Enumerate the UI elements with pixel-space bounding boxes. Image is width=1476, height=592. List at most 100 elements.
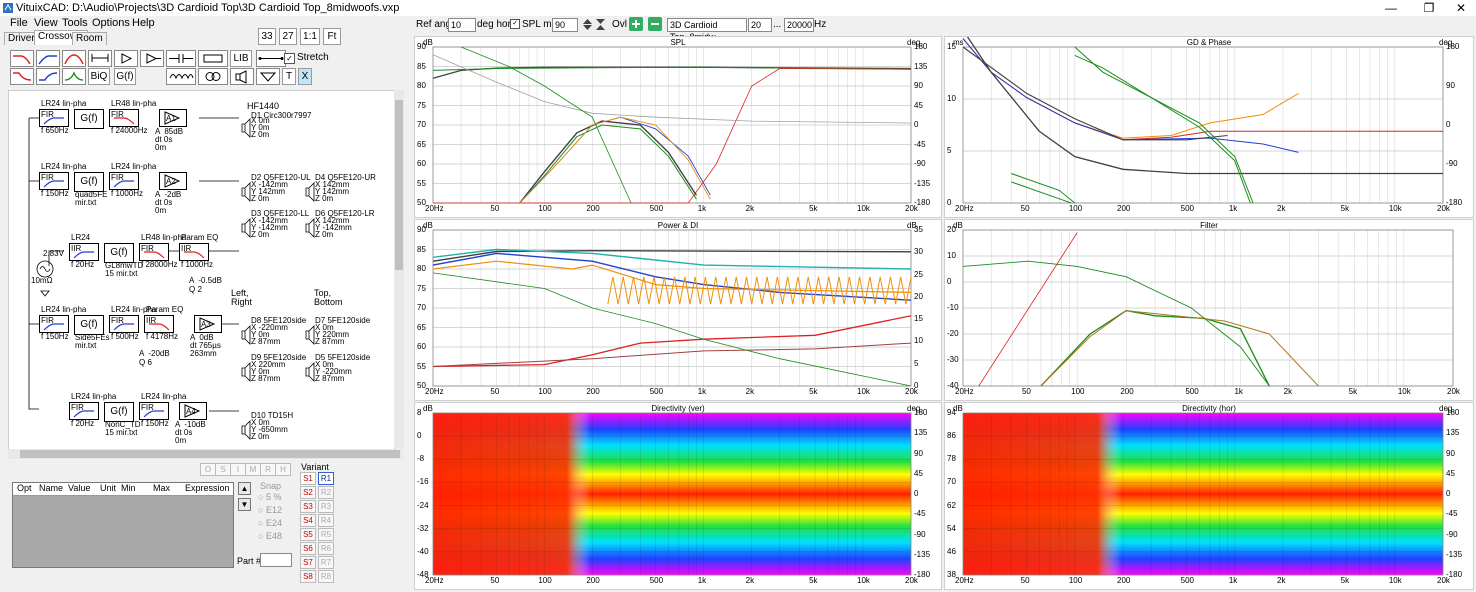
move-down-button[interactable]: ▼ bbox=[238, 498, 251, 511]
shelf-low-icon[interactable] bbox=[10, 68, 34, 85]
shelf-high-icon[interactable] bbox=[36, 68, 60, 85]
menu-view[interactable]: View bbox=[34, 17, 58, 29]
gf-button[interactable]: G(f) bbox=[114, 68, 136, 85]
mode-r-button[interactable]: R bbox=[260, 463, 276, 476]
spl-max-input[interactable]: 90 bbox=[552, 18, 578, 32]
inductor-icon[interactable] bbox=[166, 68, 196, 85]
ref-angle-input[interactable]: 10 bbox=[448, 18, 476, 32]
mode-h-button[interactable]: H bbox=[275, 463, 291, 476]
gf-block[interactable]: G(f) Side5FEs mir.txt bbox=[74, 315, 110, 350]
capacitor-icon[interactable] bbox=[166, 50, 196, 67]
filter-block[interactable]: LR24 lin-pha FIR f 500Hz bbox=[109, 305, 169, 341]
text-button[interactable]: T bbox=[282, 68, 296, 85]
menu-file[interactable]: File bbox=[10, 17, 28, 29]
x-button[interactable]: X bbox=[298, 68, 312, 85]
variant-r6-button[interactable]: R6 bbox=[318, 542, 334, 555]
zoom-27-button[interactable]: 27 bbox=[279, 28, 297, 45]
amp-block[interactable]: A1 A 85dB dt 0s 0m bbox=[155, 109, 187, 152]
variant-r7-button[interactable]: R7 bbox=[318, 556, 334, 569]
scenario-s1-button[interactable]: S1 bbox=[300, 472, 316, 485]
restore-button[interactable]: ❐ bbox=[1423, 1, 1435, 15]
schematic-horizontal-scrollbar[interactable] bbox=[8, 449, 403, 459]
biquad-button[interactable]: BiQ bbox=[88, 68, 110, 85]
amp-block[interactable]: A2 A -2dB dt 0s 0m bbox=[155, 172, 187, 215]
close-button[interactable]: ✕ bbox=[1455, 1, 1467, 15]
driver-block[interactable]: HF1440 D1 Circ300r7997 X 0m Y 0m Z 0m bbox=[241, 101, 311, 143]
zoom-1to1-button[interactable]: 1:1 bbox=[300, 28, 320, 45]
transformer-icon[interactable] bbox=[198, 68, 228, 85]
tab-room[interactable]: Room bbox=[72, 32, 107, 45]
snap-e12-radio[interactable]: ○ E12 bbox=[258, 505, 282, 515]
mode-s-button[interactable]: S bbox=[215, 463, 231, 476]
mode-o-button[interactable]: O bbox=[200, 463, 216, 476]
spl-max-checkbox[interactable]: ✓ bbox=[510, 19, 520, 29]
driver-block[interactable]: D2 Q5FE120-UL X -142mm Y 142mm Z 0m bbox=[241, 173, 311, 207]
menu-options[interactable]: Options bbox=[92, 17, 130, 29]
freq-high-input[interactable]: 20000 bbox=[784, 18, 814, 32]
filter-block[interactable]: LR24 lin-pha FIR f 150Hz bbox=[39, 305, 99, 341]
driver-block[interactable]: D6 Q5FE120-LR X 142mm Y -142mm Z 0m bbox=[305, 209, 375, 243]
mode-i-button[interactable]: I bbox=[230, 463, 246, 476]
hscroll-thumb[interactable] bbox=[20, 450, 400, 458]
gf-block[interactable]: G(f) GL8mwTD 15 mir.txt bbox=[104, 243, 143, 278]
highpass-icon[interactable] bbox=[36, 50, 60, 67]
driver-block[interactable]: D7 5FE120side X 0m Y 220mm Z 87mm bbox=[305, 316, 370, 350]
gd-chart[interactable]: GD & Phase ms deg 15 10 5 0 180 90 0 -90 -180 20Hz 50… bbox=[944, 36, 1474, 218]
add-overlay-icon[interactable] bbox=[629, 17, 643, 31]
filter-block[interactable]: LR24 lin-pha FIR f 150Hz bbox=[139, 392, 199, 428]
ground-icon[interactable] bbox=[256, 68, 280, 85]
peaking-icon[interactable] bbox=[62, 68, 86, 85]
move-up-button[interactable]: ▲ bbox=[238, 482, 251, 495]
lowpass-icon[interactable] bbox=[10, 50, 34, 67]
driver-select[interactable]: 3D Cardioid Top_8midw bbox=[667, 18, 747, 42]
variant-r5-button[interactable]: R5 bbox=[318, 528, 334, 541]
variant-r4-button[interactable]: R4 bbox=[318, 514, 334, 527]
freq-low-input[interactable]: 20 bbox=[748, 18, 772, 32]
schematic-canvas[interactable]: LR24 lin-pha FIR f 650Hz LR48 lin-pha FIR f 2… bbox=[8, 90, 395, 450]
menu-help[interactable]: Help bbox=[132, 17, 155, 29]
filter-block[interactable]: Param EQ IIR f 1000Hz bbox=[179, 233, 239, 269]
filter-block[interactable]: LR24 lin-pha FIR f 650Hz bbox=[39, 99, 99, 135]
filter-chart[interactable]: Filter dB 20 10 0 -10 -20 -30 -40 20Hz 50 100 200 500… bbox=[944, 219, 1474, 401]
scenario-s2-button[interactable]: S2 bbox=[300, 486, 316, 499]
spl-chart[interactable]: SPL dB deg 90 85 80 75 70 65 60 55 50 180 135 90 45 0 -45… bbox=[414, 36, 942, 218]
part-input[interactable] bbox=[260, 553, 292, 567]
filter-block[interactable]: Param EQ IIR f 4178Hz bbox=[144, 305, 204, 341]
schematic-vertical-scrollbar[interactable] bbox=[394, 90, 404, 448]
zoom-33-button[interactable]: 33 bbox=[258, 28, 276, 45]
spin-reset-icon[interactable] bbox=[595, 18, 606, 31]
variant-r8-button[interactable]: R8 bbox=[318, 570, 334, 583]
dirv-chart[interactable]: Directivity (ver) dB deg 8 0 -8 -16 -24 -32 -40 -4… bbox=[414, 402, 942, 590]
filter-block[interactable]: LR24 lin-pha FIR f 150Hz bbox=[39, 162, 99, 198]
minimize-button[interactable]: — bbox=[1385, 1, 1397, 15]
scenario-s3-button[interactable]: S3 bbox=[300, 500, 316, 513]
variant-r3-button[interactable]: R3 bbox=[318, 500, 334, 513]
mode-m-button[interactable]: M bbox=[245, 463, 261, 476]
driver-block[interactable]: D3 Q5FE120-LL X -142mm Y -142mm Z 0m bbox=[241, 209, 309, 243]
fit-button[interactable]: Ft bbox=[323, 28, 341, 45]
scenario-s4-button[interactable]: S4 bbox=[300, 514, 316, 527]
resistor-icon[interactable] bbox=[198, 50, 228, 67]
filter-block[interactable]: LR24 lin-pha FIR f 20Hz bbox=[69, 392, 129, 428]
amp-block[interactable]: A3 A 0dB dt 765µs 263mm bbox=[190, 315, 222, 358]
scenario-s7-button[interactable]: S7 bbox=[300, 556, 316, 569]
stretch-checkbox[interactable]: ✓ bbox=[284, 53, 295, 64]
driver-block[interactable]: D10 TD15H X 0m Y -650mm Z 0m bbox=[241, 411, 305, 445]
power-chart[interactable]: Power & DI dB dB 90 85 80 75 70 65 60 55 50 35 30 25 20… bbox=[414, 219, 942, 401]
variant-r1-button[interactable]: R1 bbox=[318, 472, 334, 485]
snap-e48-radio[interactable]: ○ E48 bbox=[258, 531, 282, 541]
vscroll-thumb[interactable] bbox=[395, 100, 403, 270]
play-icon[interactable] bbox=[114, 50, 138, 67]
menu-tools[interactable]: Tools bbox=[62, 17, 88, 29]
variant-r2-button[interactable]: R2 bbox=[318, 486, 334, 499]
driver-block[interactable]: D9 5FE120side X 220mm Y 0m Z 87mm bbox=[241, 353, 306, 387]
filter-block[interactable]: LR24 IIR f 20Hz bbox=[69, 233, 129, 269]
library-button[interactable]: LIB bbox=[230, 50, 252, 67]
wire-icon[interactable] bbox=[256, 50, 286, 67]
snap-5pct-radio[interactable]: ○ 5 % bbox=[258, 492, 282, 502]
bandpass-icon[interactable] bbox=[62, 50, 86, 67]
scenario-s6-button[interactable]: S6 bbox=[300, 542, 316, 555]
scenario-s5-button[interactable]: S5 bbox=[300, 528, 316, 541]
dirh-chart[interactable]: Directivity (hor) dB deg 94 86 78 70 62 54 46 38 18… bbox=[944, 402, 1474, 590]
driver-block[interactable]: D8 5FE120side X -220mm Y 0m Z 87mm bbox=[241, 316, 306, 350]
